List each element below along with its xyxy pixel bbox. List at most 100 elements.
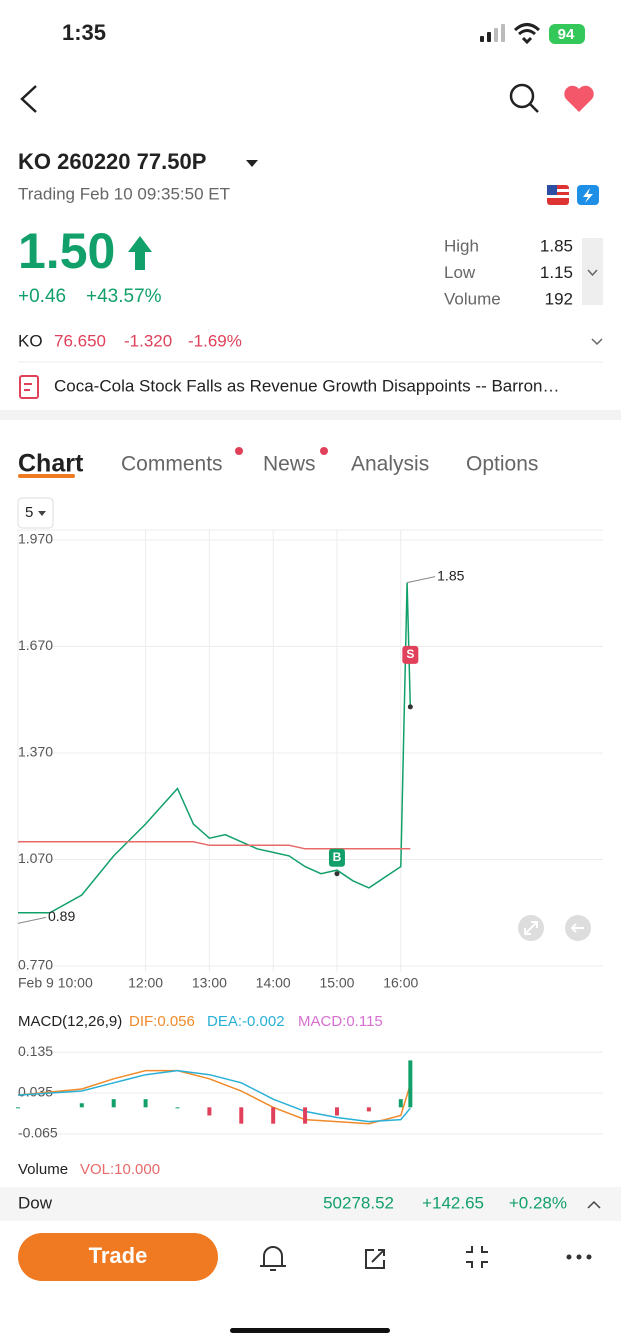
macd-bar — [239, 1107, 244, 1124]
fullscreen-button[interactable] — [518, 915, 544, 941]
share-button[interactable] — [365, 1249, 385, 1269]
ticker-expand — [587, 1200, 601, 1209]
trade-marker-label: S — [406, 647, 414, 661]
stat-label: Low — [444, 263, 476, 282]
legend-entry: MACD:0.115 — [298, 1013, 383, 1030]
us-flag — [547, 185, 569, 205]
annotation: 1.85 — [437, 567, 464, 583]
y-tick-label: 1.370 — [18, 744, 53, 760]
search-button[interactable] — [509, 83, 539, 113]
underlying-change-percent: -1.69% — [188, 331, 242, 350]
back-button[interactable] — [20, 85, 37, 113]
news-headline[interactable]: Coca-Cola Stock Falls as Revenue Growth … — [54, 376, 559, 395]
contract-title[interactable]: KO 260220 77.50P — [18, 149, 206, 174]
interval-label: 5 — [25, 504, 33, 521]
trade-button[interactable] — [18, 1233, 218, 1281]
tab[interactable]: Comments — [121, 453, 223, 476]
trade-point — [407, 704, 413, 710]
macd-bar — [366, 1107, 371, 1112]
favorite-button[interactable] — [564, 85, 594, 112]
home-indicator — [230, 1328, 390, 1333]
x-tick-label: 12:00 — [128, 975, 163, 991]
y-tick-label: -0.065 — [18, 1125, 58, 1141]
quote-stats: High 1.85 Low 1.15 Volume 192 — [444, 236, 573, 308]
interval-selector[interactable] — [17, 497, 54, 529]
x-tick-label: 13:00 — [192, 975, 227, 991]
stat-label: High — [444, 236, 479, 255]
annotation-leader — [17, 916, 47, 924]
trading-time: Trading Feb 10 09:35:50 ET — [18, 184, 230, 203]
legend-entry: DIF:0.056 — [129, 1013, 195, 1030]
legend-entry: DEA:-0.002 — [207, 1013, 285, 1030]
trade-marker — [402, 645, 419, 664]
annotation-leader — [407, 576, 436, 584]
macd-chart: 0.135 0.035 -0.065 — [16, 1043, 603, 1141]
y-tick-label: 0.135 — [18, 1043, 53, 1059]
macd-bar — [79, 1103, 84, 1108]
annotation: 0.89 — [48, 908, 75, 924]
index-change-percent: +0.28% — [509, 1193, 567, 1212]
y-tick-label: 1.670 — [18, 637, 53, 653]
last-price: 1.50 — [18, 223, 115, 279]
more-button[interactable] — [566, 1254, 592, 1260]
expand-chevron — [587, 269, 598, 277]
expand-stats[interactable] — [582, 238, 603, 305]
index-change: +142.65 — [422, 1193, 484, 1212]
stat-value: 1.85 — [540, 236, 573, 255]
up-arrow — [128, 236, 152, 270]
macd-bar — [303, 1107, 308, 1124]
alert-button[interactable] — [260, 1246, 286, 1271]
stat-value: 1.15 — [540, 263, 573, 282]
series-line — [17, 1069, 411, 1123]
underlying-symbol[interactable]: KO — [18, 331, 43, 350]
wifi-icon — [513, 23, 541, 45]
macd-bar — [207, 1107, 212, 1116]
macd-bar — [111, 1099, 116, 1108]
interval-dropdown — [38, 511, 46, 516]
macd-title: MACD(12,26,9) — [18, 1013, 122, 1030]
active-tab-indicator — [18, 474, 75, 478]
x-tick-label: 14:00 — [256, 975, 291, 991]
y-tick-label: 1.970 — [18, 531, 53, 547]
tab[interactable]: Analysis — [351, 453, 429, 476]
section-gap — [0, 410, 621, 420]
index-name: Dow — [18, 1193, 53, 1212]
index-price: 50278.52 — [323, 1193, 394, 1212]
trade-label: Trade — [89, 1243, 148, 1268]
volume-label: Volume — [18, 1161, 68, 1178]
comments-badge — [235, 447, 243, 455]
tab-bar: Chart Comments News Analysis Options — [18, 450, 538, 478]
underlying-change: -1.320 — [124, 331, 172, 350]
collapse-button[interactable] — [565, 915, 591, 941]
status-time: 1:35 — [62, 20, 106, 45]
volume-value: VOL:10.000 — [80, 1161, 160, 1178]
flash-icon — [577, 185, 599, 205]
macd-bar — [16, 1107, 20, 1109]
underlying-expand[interactable] — [591, 338, 603, 346]
news-badge — [320, 447, 328, 455]
x-tick-label: 15:00 — [319, 975, 354, 991]
macd-bar — [398, 1099, 403, 1108]
price-change: +0.46 — [18, 286, 66, 307]
macd-bar — [271, 1107, 276, 1124]
macd-bar — [334, 1107, 339, 1116]
x-tick-label: 16:00 — [383, 975, 418, 991]
series-line — [18, 582, 412, 914]
macd-bar — [175, 1107, 180, 1109]
y-tick-label: 0.770 — [18, 957, 53, 973]
price-change-percent: +43.57% — [86, 286, 162, 307]
tab[interactable]: Chart — [18, 450, 84, 478]
compare-button[interactable] — [466, 1246, 488, 1268]
tab[interactable]: News — [263, 453, 316, 476]
tab[interactable]: Options — [466, 453, 538, 476]
signal-icon — [480, 24, 505, 42]
y-tick-label: 0.035 — [18, 1084, 53, 1100]
index-ticker-bar[interactable] — [0, 1187, 621, 1221]
trade-marker — [328, 848, 345, 867]
macd-bar — [143, 1099, 148, 1108]
battery-icon — [549, 24, 585, 44]
macd-bar — [408, 1060, 413, 1108]
title-dropdown[interactable] — [246, 160, 258, 167]
stat-value: 192 — [545, 289, 573, 308]
